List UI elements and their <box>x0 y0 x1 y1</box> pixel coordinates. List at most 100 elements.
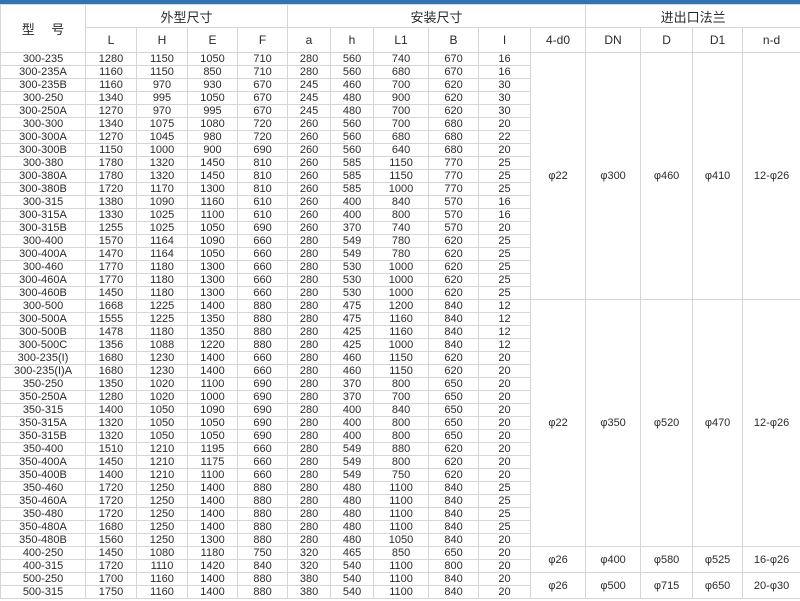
value-cell-F: 880 <box>236 312 289 326</box>
header-col-D1: D1 <box>692 27 744 53</box>
value-cell-F: 710 <box>236 65 289 79</box>
table-row: 350-250 1350 1020 1100 690 280 370 800 650 20 <box>0 377 800 391</box>
value-cell-B: 770 <box>428 182 480 196</box>
value-cell-H: 1225 <box>136 312 188 326</box>
value-cell-a: 280 <box>287 52 332 66</box>
value-cell-E: 1175 <box>187 455 238 469</box>
table-row: 350-460 1720 1250 1400 880 280 480 1100 840 25 <box>0 481 800 495</box>
value-cell-H: 1045 <box>136 130 188 144</box>
value-cell-L1: 840 <box>373 403 430 417</box>
value-cell-H: 1164 <box>136 234 188 248</box>
model-cell: 300-460B <box>0 286 86 300</box>
value-cell-B: 840 <box>428 507 480 521</box>
value-cell-F: 660 <box>236 442 289 456</box>
table-row: 300-235B 1160 970 930 670 245 460 700 620 30 <box>0 78 800 92</box>
value-cell-L1: 700 <box>373 104 430 118</box>
value-cell-F: 660 <box>236 455 289 469</box>
value-cell-a: 260 <box>287 130 332 144</box>
value-cell-h: 475 <box>330 299 375 313</box>
value-cell-E: 1350 <box>187 325 238 339</box>
value-cell-L: 1320 <box>85 416 137 430</box>
value-cell-F: 660 <box>236 364 289 378</box>
value-cell-L: 1400 <box>85 403 137 417</box>
value-cell-F: 690 <box>236 221 289 235</box>
value-cell-I: 16 <box>478 65 532 79</box>
value-cell-L: 1280 <box>85 390 137 404</box>
value-cell-E: 1450 <box>187 169 238 183</box>
value-cell-L: 1160 <box>85 65 137 79</box>
table-row: 300-500C 1356 1088 1220 880 280 425 1000 840 12 <box>0 338 800 352</box>
model-cell: 300-315 <box>0 195 86 209</box>
value-cell-I: 20 <box>478 533 532 547</box>
value-cell-F: 660 <box>236 273 289 287</box>
table-row: 500-250 1700 1160 1400 880 380 540 1100 840 20 φ26… <box>0 572 800 599</box>
model-cell: 300-235 <box>0 52 86 66</box>
value-cell-a: 380 <box>287 572 332 586</box>
value-cell-L1: 880 <box>373 442 430 456</box>
value-cell-I: 20 <box>478 390 532 404</box>
value-cell-E: 1080 <box>187 117 238 131</box>
value-cell-B: 570 <box>428 221 480 235</box>
value-cell-I: 20 <box>478 442 532 456</box>
value-cell-B: 840 <box>428 481 480 495</box>
value-cell-H: 1210 <box>136 455 188 469</box>
top-accent-bar <box>0 0 800 4</box>
value-cell-F: 670 <box>236 78 289 92</box>
value-cell-B: 840 <box>428 520 480 534</box>
model-cell: 350-480A <box>0 520 86 534</box>
value-cell-a: 260 <box>287 143 332 157</box>
value-cell-a: 280 <box>287 234 332 248</box>
value-cell-h: 400 <box>330 416 375 430</box>
value-cell-h: 400 <box>330 429 375 443</box>
value-cell-L: 1450 <box>85 455 137 469</box>
value-cell-I: 20 <box>478 455 532 469</box>
value-cell-F: 880 <box>236 494 289 508</box>
value-cell-H: 1180 <box>136 286 188 300</box>
value-cell-E: 1050 <box>187 429 238 443</box>
value-cell-h: 425 <box>330 325 375 339</box>
value-cell-L: 1780 <box>85 156 137 170</box>
value-cell-h: 560 <box>330 130 375 144</box>
value-cell-a: 380 <box>287 585 332 599</box>
value-cell-H: 995 <box>136 91 188 105</box>
value-cell-L: 1720 <box>85 507 137 521</box>
value-cell-L1: 1100 <box>373 585 430 599</box>
value-cell-F: 670 <box>236 91 289 105</box>
value-cell-I: 20 <box>478 585 532 599</box>
value-cell-B: 680 <box>428 130 480 144</box>
value-cell-L: 1255 <box>85 221 137 235</box>
value-cell-F: 690 <box>236 143 289 157</box>
value-cell-I: 16 <box>478 195 532 209</box>
value-cell-H: 1150 <box>136 65 188 79</box>
value-cell-a: 280 <box>287 325 332 339</box>
value-cell-B: 620 <box>428 247 480 261</box>
value-cell-I: 16 <box>478 208 532 222</box>
value-cell-B: 650 <box>428 403 480 417</box>
value-cell-E: 1400 <box>187 364 238 378</box>
value-cell-I: 25 <box>478 182 532 196</box>
value-cell-F: 690 <box>236 416 289 430</box>
value-cell-L: 1780 <box>85 169 137 183</box>
model-cell: 300-500C <box>0 338 86 352</box>
value-cell-h: 530 <box>330 286 375 300</box>
value-cell-E: 1090 <box>187 403 238 417</box>
value-cell-L1: 1150 <box>373 351 430 365</box>
value-cell-H: 1050 <box>136 403 188 417</box>
value-cell-a: 260 <box>287 195 332 209</box>
value-cell-H: 1320 <box>136 169 188 183</box>
value-cell-L1: 1000 <box>373 338 430 352</box>
value-cell-L1: 1000 <box>373 182 430 196</box>
table-row: 350-315 1400 1050 1090 690 280 400 840 650 20 <box>0 403 800 417</box>
header-col-H: H <box>136 27 188 53</box>
value-cell-H: 970 <box>136 78 188 92</box>
value-cell-I: 20 <box>478 403 532 417</box>
value-cell-H: 1164 <box>136 247 188 261</box>
model-cell: 300-300B <box>0 143 86 157</box>
value-cell-L1: 700 <box>373 390 430 404</box>
table-row: 300-235 1280 1150 1050 710 280 560 740 670 16 φ22 φ… <box>0 52 800 300</box>
value-cell-E: 1160 <box>187 195 238 209</box>
value-cell-a: 280 <box>287 507 332 521</box>
value-cell-B: 620 <box>428 442 480 456</box>
model-cell: 300-250A <box>0 104 86 118</box>
value-cell-E: 1050 <box>187 221 238 235</box>
